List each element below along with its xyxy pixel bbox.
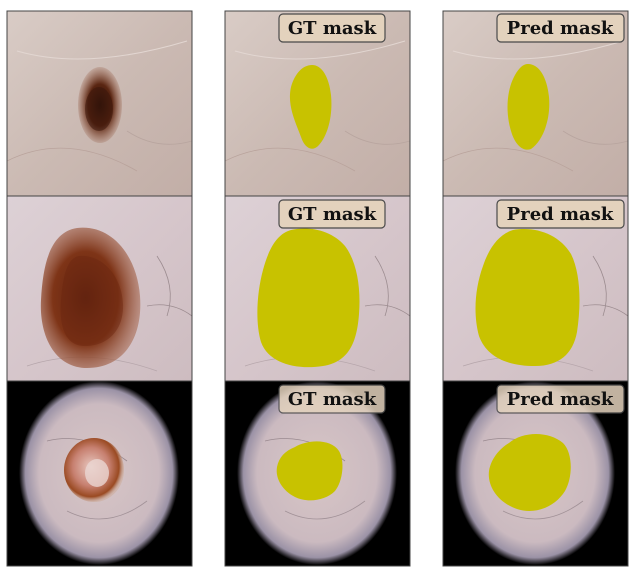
pred-mask-image-row-3 [442, 380, 629, 567]
gt-badge-label: GT mask [288, 18, 377, 39]
gt-badge-label: GT mask [288, 389, 377, 410]
pred-badge-row-2: Pred mask [496, 199, 625, 229]
pred-badge-row-3: Pred mask [496, 384, 625, 414]
pred-badge-label: Pred mask [507, 204, 614, 225]
row-1 [6, 10, 629, 197]
input-image-row-2 [6, 195, 193, 382]
gt-badge-row-3: GT mask [278, 384, 386, 414]
gt-badge-label: GT mask [288, 204, 377, 225]
pred-badge-label: Pred mask [507, 18, 614, 39]
pred-badge-row-1: Pred mask [496, 13, 625, 43]
pred-badge-label: Pred mask [507, 389, 614, 410]
row-3 [6, 380, 629, 567]
gt-mask-image-row-3 [224, 380, 411, 567]
gt-badge-row-1: GT mask [278, 13, 386, 43]
input-image-row-1 [6, 10, 193, 197]
input-image-row-3 [6, 380, 193, 567]
row-2 [6, 195, 629, 382]
gt-badge-row-2: GT mask [278, 199, 386, 229]
